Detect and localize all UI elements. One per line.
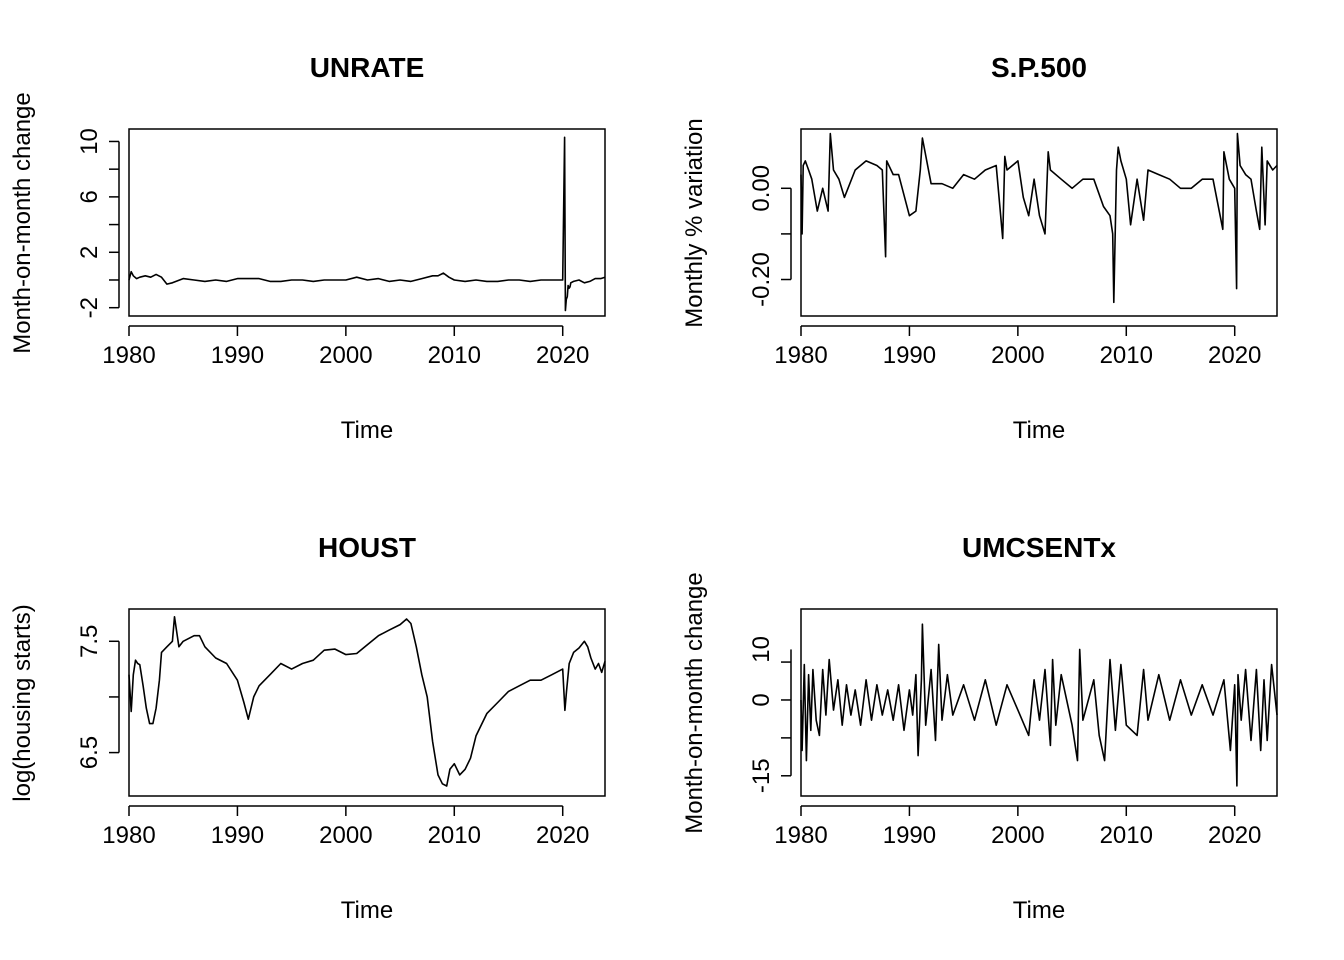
y-axis-label: Month-on-month change [9,92,36,354]
panel-title: UNRATE [310,52,425,83]
y-tick-label: -15 [748,758,775,793]
y-axis-label: log(housing starts) [9,604,36,801]
plot-frame [128,128,606,317]
series-line [800,623,1278,787]
y-tick-label: 2 [76,246,103,259]
x-tick-label: 2010 [428,822,481,849]
plot-frame [800,608,1278,797]
x-axis-label: Time [341,897,393,924]
x-axis-label: Time [1013,897,1065,924]
y-tick-label: -2 [76,297,103,318]
y-tick-label: 0.00 [748,165,775,212]
x-tick-label: 1990 [211,822,264,849]
y-tick-label: 6.5 [76,736,103,769]
x-tick-label: 2010 [428,342,481,369]
panel-sp500: S.P.500 Time Monthly % variation 1980 199… [681,52,1278,444]
x-tick-label: 2010 [1100,822,1153,849]
x-tick-label: 1980 [102,822,155,849]
series-line [800,132,1278,304]
x-tick-label: 1990 [211,342,264,369]
x-tick-label: 1980 [102,342,155,369]
y-tick-label: 10 [76,128,103,155]
series-line [128,615,606,787]
x-tick-label: 2020 [536,342,589,369]
x-tick-label: 2000 [319,342,372,369]
y-tick-label: 0 [748,693,775,706]
x-tick-label: 2000 [991,342,1044,369]
panel-title: S.P.500 [991,52,1087,83]
plot-frame [128,608,606,797]
plot-area: 1980 1990 2000 2010 2020 6.5 7.5 [76,608,606,849]
panel-unrate: UNRATE Time Month-on-month change 1980 19… [9,52,606,444]
y-tick-label: -0.20 [748,252,775,307]
series-line [128,136,606,312]
panel-title: HOUST [318,532,416,563]
x-axis-label: Time [341,417,393,444]
plot-area: 1980 1990 2000 2010 2020 -0.20 0.00 [748,128,1278,369]
plot-area: 1980 1990 2000 2010 2020 -15 0 10 [748,608,1278,849]
x-tick-label: 2020 [1208,822,1261,849]
x-tick-label: 1980 [774,342,827,369]
panel-umcsentx: UMCSENTx Time Month-on-month change 1980… [681,532,1278,924]
x-tick-label: 1980 [774,822,827,849]
plot-frame [800,128,1278,317]
x-axis-label: Time [1013,417,1065,444]
y-tick-label: 7.5 [76,625,103,658]
x-tick-label: 1990 [883,342,936,369]
y-axis-label: Month-on-month change [681,572,708,834]
x-tick-label: 2020 [1208,342,1261,369]
x-tick-label: 1990 [883,822,936,849]
y-tick-label: 6 [76,190,103,203]
x-tick-label: 2000 [991,822,1044,849]
x-tick-label: 2000 [319,822,372,849]
x-tick-label: 2010 [1100,342,1153,369]
y-tick-label: 10 [748,636,775,663]
plot-area: 1980 1990 2000 2010 2020 -2 2 6 10 [76,128,606,369]
panel-title: UMCSENTx [962,532,1116,563]
panel-houst: HOUST Time log(housing starts) 1980 1990 2… [9,532,606,924]
y-axis-label: Monthly % variation [681,118,708,327]
x-tick-label: 2020 [536,822,589,849]
